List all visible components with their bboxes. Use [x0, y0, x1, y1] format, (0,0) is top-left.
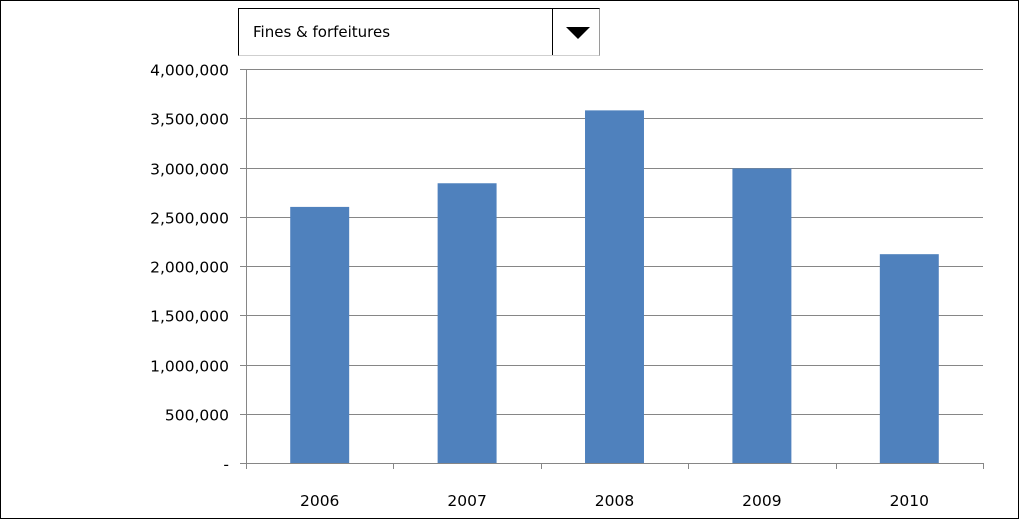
axes — [240, 69, 984, 469]
x-tick-labels: 2006 2007 2008 2009 2010 — [300, 492, 929, 510]
bar-2006 — [290, 206, 350, 463]
bar-2009 — [732, 168, 792, 464]
bar-2008 — [585, 110, 644, 464]
x-tick-label: 2006 — [300, 492, 339, 510]
y-tick-label: 4,000,000 — [150, 62, 229, 80]
y-tick-label: 3,000,000 — [150, 161, 229, 179]
series-dropdown[interactable]: Fines & forfeitures — [238, 8, 600, 56]
y-tick-label: 1,000,000 — [150, 358, 229, 376]
y-tick-label: - — [223, 456, 229, 474]
y-tick-label: 2,500,000 — [150, 210, 229, 228]
dropdown-selected-value: Fines & forfeitures — [253, 23, 391, 41]
bars — [290, 110, 939, 464]
x-tick-label: 2008 — [595, 492, 634, 510]
bar-2007 — [437, 183, 497, 463]
y-tick-label: 3,500,000 — [150, 111, 229, 129]
x-tick-label: 2007 — [447, 492, 486, 510]
y-tick-label: 500,000 — [165, 407, 229, 425]
y-tick-labels: - 500,000 1,000,000 1,500,000 2,000,000 2,500… — [150, 62, 229, 474]
x-tick-label: 2010 — [890, 492, 929, 510]
chevron-down-icon — [566, 27, 590, 39]
dropdown-toggle-button[interactable] — [552, 9, 600, 55]
bar-2010 — [879, 254, 939, 463]
y-tick-label: 1,500,000 — [150, 308, 229, 326]
x-tick-label: 2009 — [742, 492, 781, 510]
y-tick-label: 2,000,000 — [150, 259, 229, 277]
